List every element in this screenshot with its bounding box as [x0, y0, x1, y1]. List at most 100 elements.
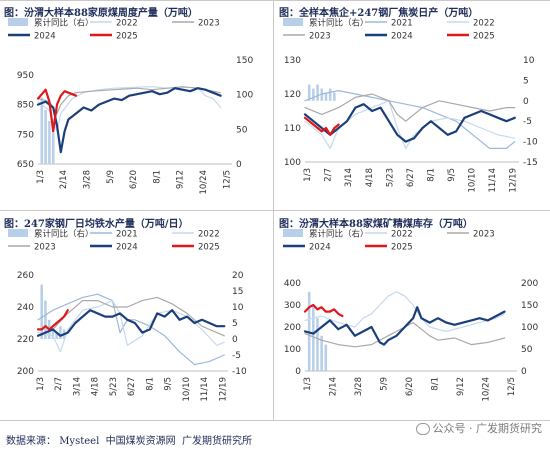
- yoy-bar: [40, 284, 44, 339]
- watermark-text: 公众号 · 广发期货研究: [432, 422, 543, 435]
- horizontal-divider: [0, 210, 550, 211]
- y2-tick-label: 10: [523, 56, 535, 66]
- series-line-2025: [36, 88, 78, 133]
- y2-tick-label: 50: [521, 345, 533, 355]
- y2-tick-label: 0: [523, 97, 529, 107]
- series-line-2022: [304, 291, 506, 332]
- legend-label: 2023: [473, 230, 495, 240]
- x-tick-label: 10/24: [481, 377, 491, 402]
- y-tick-label: 120: [284, 90, 301, 100]
- yoy-bar: [51, 329, 55, 339]
- data-source-footer: 数据来源： Mysteel 中国煤炭资源网 广发期货研究所: [6, 432, 252, 447]
- y2-tick-label: 200: [521, 279, 538, 289]
- yoy-bar: [316, 318, 319, 371]
- series-line-2022: [37, 86, 222, 132]
- y-tick-label: 130: [284, 56, 301, 66]
- x-tick-label: 1/3: [36, 170, 46, 184]
- x-tick-label: 12/5: [507, 377, 517, 396]
- series-line-2025: [303, 303, 344, 318]
- source-cctd: 中国煤炭资源网: [105, 436, 176, 447]
- x-tick-label: 3/14: [344, 168, 354, 187]
- chart-panel-raw-coal-output: 图：汾渭大样本88家原煤周度产量（万吨） 累计同比（右） 2022 2023 2024…: [0, 0, 273, 210]
- series-line-2022: [37, 300, 225, 353]
- y2-tick-label: 50: [236, 125, 248, 135]
- x-tick-label: 10/10: [182, 377, 192, 402]
- y-tick-label: 110: [284, 124, 301, 134]
- x-tick-label: 8/1: [145, 377, 155, 391]
- series-line-2023: [304, 322, 506, 348]
- y2-tick-label: 10: [232, 303, 244, 313]
- y2-tick-label: 15: [232, 287, 243, 297]
- y2-tick-label: 0: [521, 367, 527, 377]
- x-tick-label: 11/14: [200, 377, 210, 402]
- y2-tick-label: 0: [232, 335, 238, 345]
- x-tick-label: 4/18: [365, 168, 375, 187]
- series-line-2025: [303, 116, 340, 136]
- wechat-watermark: 公众号 · 广发期货研究: [415, 420, 543, 436]
- x-tick-label: 3/28: [83, 170, 93, 189]
- chart-panel-hot-metal-output: 图：247家钢厂日均铁水产量（万吨/日） 累计同比（右） 2021 2022 2023…: [0, 211, 273, 420]
- legend-label: 2024: [116, 243, 138, 253]
- x-tick-label: 2/7: [54, 377, 64, 391]
- y2-tick-label: 100: [521, 323, 538, 333]
- x-tick-label: 6/27: [127, 377, 137, 396]
- frame-bottom: [0, 420, 550, 421]
- y-tick-label: 850: [17, 101, 34, 111]
- chart-panel-coke-daily-output: 图：全样本焦企+247钢厂焦炭日产（万吨） 累计同比（右） 2021 2022 202…: [275, 0, 550, 210]
- y2-tick-label: -5: [232, 351, 241, 361]
- x-tick-label: 5/9: [379, 377, 389, 391]
- x-tick-label: 3/14: [72, 377, 82, 396]
- x-tick-label: 10/24: [199, 170, 209, 195]
- yoy-bar: [324, 92, 328, 101]
- legend-swatch-bar: [283, 229, 303, 237]
- x-tick-label: 8/1: [430, 377, 440, 391]
- chart-title: 图：汾渭大样本88家煤矿精煤库存（万吨）: [279, 219, 473, 230]
- legend-label: 2022: [473, 19, 495, 29]
- x-tick-label: 1/3: [303, 377, 313, 391]
- legend-label: 2022: [116, 19, 138, 29]
- legend-label: 2021: [116, 230, 138, 240]
- yoy-bar: [312, 88, 315, 101]
- legend-swatch-bar: [8, 18, 28, 26]
- x-tick-label: 8/1: [426, 168, 436, 182]
- x-tick-label: 8/1: [152, 170, 162, 184]
- x-tick-label: 5/23: [109, 377, 119, 396]
- y2-tick-label: 5: [523, 76, 529, 86]
- x-tick-label: 10/10: [468, 168, 478, 193]
- series-line-2024: [36, 87, 222, 154]
- y2-tick-label: 150: [236, 56, 253, 66]
- x-tick-label: 2/14: [329, 377, 339, 396]
- yoy-bar: [320, 335, 323, 371]
- yoy-bar: [316, 84, 319, 101]
- series-line-2025: [36, 309, 69, 331]
- chart-title: 图：全样本焦企+247钢厂焦炭日产（万吨）: [279, 8, 479, 19]
- legend-swatch-bar: [283, 18, 303, 26]
- wechat-icon: [415, 423, 430, 435]
- legend-label: 累计同比（右）: [309, 18, 369, 29]
- series-line-2024: [303, 103, 516, 143]
- yoy-bar: [59, 326, 62, 339]
- x-tick-label: 5/9: [106, 170, 116, 184]
- x-tick-label: 6/27: [406, 168, 416, 187]
- x-tick-label: 1/3: [303, 168, 313, 182]
- y2-tick-label: 0: [236, 160, 242, 170]
- legend-label: 2024: [34, 32, 56, 42]
- yoy-bar: [48, 121, 51, 164]
- legend-label: 2023: [198, 19, 220, 29]
- legend-label: 2022: [391, 230, 413, 240]
- y-tick-label: 200: [17, 367, 34, 377]
- x-tick-label: 6/20: [129, 170, 139, 189]
- legend-label: 2025: [116, 32, 138, 42]
- frame-top: [0, 0, 550, 1]
- source-label: 数据来源：: [6, 436, 56, 447]
- series-line-2023: [304, 93, 516, 122]
- y-tick-label: 100: [284, 158, 301, 168]
- yoy-bar: [320, 88, 324, 101]
- y-tick-label: 0: [295, 367, 301, 377]
- yoy-bar: [312, 305, 315, 371]
- yoy-bar: [44, 109, 47, 164]
- yoy-bar: [51, 132, 55, 164]
- y2-tick-label: 20: [232, 271, 244, 281]
- legend-label: 2024: [391, 32, 413, 42]
